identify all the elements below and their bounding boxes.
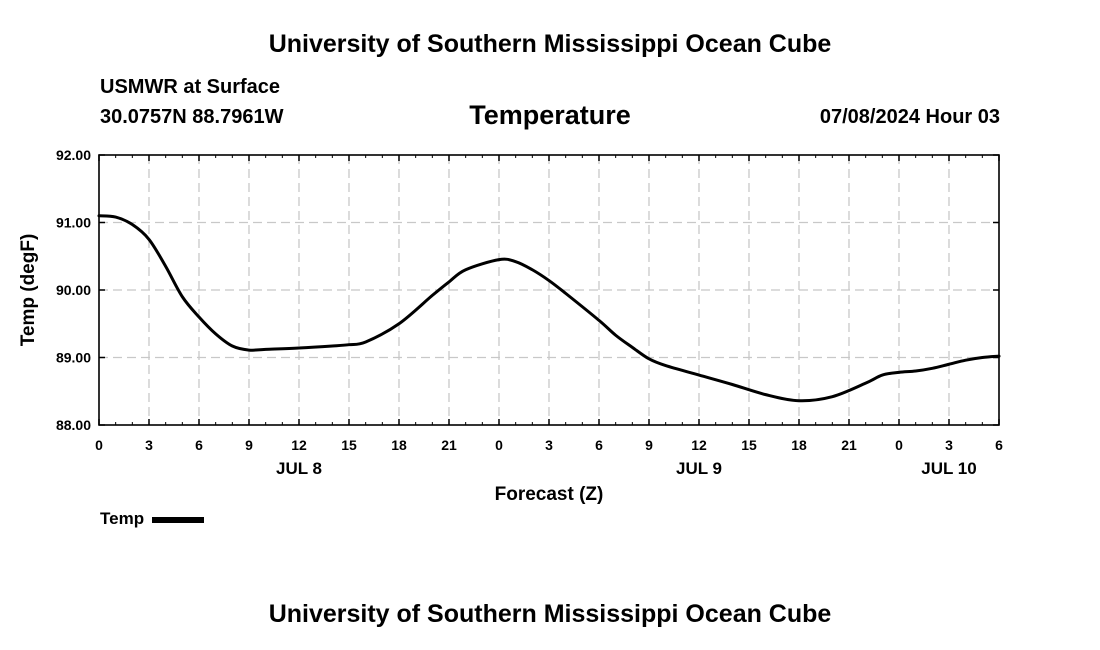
chart-title: Temperature (469, 100, 631, 130)
y-tick-label: 88.00 (56, 417, 91, 433)
x-tick-label: 21 (441, 437, 457, 453)
y-tick-label: 89.00 (56, 350, 91, 366)
x-tick-label: 15 (341, 437, 357, 453)
x-tick-label: 18 (791, 437, 807, 453)
x-day-label: JUL 10 (921, 459, 976, 478)
station-name: USMWR at Surface (100, 76, 281, 98)
chart-main-title: University of Southern Mississippi Ocean… (268, 30, 832, 58)
plot-frame (98, 154, 1000, 426)
x-tick-label: 3 (545, 437, 553, 453)
x-tick-label: 9 (245, 437, 253, 453)
x-tick-label: 6 (595, 437, 603, 453)
x-tick-label: 6 (995, 437, 1003, 453)
footer-title: University of Southern Mississippi Ocean… (268, 600, 832, 628)
x-tick-label: 0 (495, 437, 503, 453)
legend-line-swatch (152, 517, 205, 523)
x-axis-label: Forecast (Z) (495, 484, 604, 505)
x-tick-label: 3 (145, 437, 153, 453)
chart-legend: Temp (100, 509, 205, 529)
x-tick-label: 0 (95, 437, 103, 453)
x-day-label: JUL 9 (676, 459, 722, 478)
x-tick-label: 12 (291, 437, 307, 453)
x-tick-label: 15 (741, 437, 757, 453)
y-tick-label: 90.00 (56, 282, 91, 298)
x-tick-label: 9 (645, 437, 653, 453)
x-tick-label: 12 (691, 437, 707, 453)
y-tick-label: 92.00 (56, 147, 91, 163)
x-day-label: JUL 8 (276, 459, 322, 478)
temperature-chart: 88.00 89.00 90.00 91.00 92.00 0 3 6 9 12 15 18 21 0 3 6… (18, 147, 1003, 505)
legend-label: Temp (100, 509, 145, 528)
x-tick-label: 3 (945, 437, 953, 453)
series-line-temp (97, 214, 1001, 403)
x-tick-label: 21 (841, 437, 857, 453)
y-tick-label: 91.00 (56, 215, 91, 231)
station-coordinates: 30.0757N 88.7961W (100, 106, 284, 128)
x-tick-label: 6 (195, 437, 203, 453)
x-tick-label: 18 (391, 437, 407, 453)
y-axis-label: Temp (degF) (18, 234, 39, 347)
x-tick-label: 0 (895, 437, 903, 453)
chart-date: 07/08/2024 Hour 03 (819, 106, 1000, 128)
